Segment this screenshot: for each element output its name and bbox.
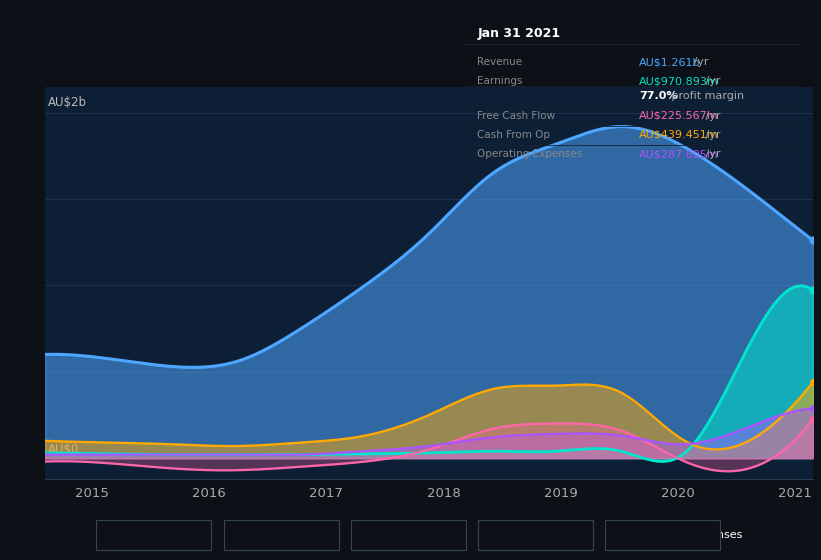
Text: /yr: /yr <box>702 130 720 140</box>
Text: /yr: /yr <box>702 111 720 121</box>
Text: Earnings: Earnings <box>248 530 297 540</box>
Text: Operating Expenses: Operating Expenses <box>631 530 742 540</box>
Text: AU$287.605m: AU$287.605m <box>639 150 718 160</box>
Text: ●: ● <box>234 530 243 540</box>
Text: AU$0: AU$0 <box>48 444 79 456</box>
Text: ●: ● <box>361 530 370 540</box>
Text: AU$2b: AU$2b <box>48 96 86 109</box>
Text: AU$970.893m: AU$970.893m <box>639 76 718 86</box>
Text: /yr: /yr <box>702 150 720 160</box>
Text: Free Cash Flow: Free Cash Flow <box>376 530 459 540</box>
Text: Revenue: Revenue <box>122 530 170 540</box>
Text: profit margin: profit margin <box>667 91 744 101</box>
Text: AU$1.261b: AU$1.261b <box>639 57 700 67</box>
Text: Cash From Op: Cash From Op <box>502 530 580 540</box>
Text: Revenue: Revenue <box>477 57 522 67</box>
Text: ●: ● <box>616 530 625 540</box>
Text: AU$439.451m: AU$439.451m <box>639 130 718 140</box>
Text: AU$225.567m: AU$225.567m <box>639 111 718 121</box>
Text: ●: ● <box>488 530 498 540</box>
Text: Jan 31 2021: Jan 31 2021 <box>477 27 561 40</box>
Text: Operating Expenses: Operating Expenses <box>477 150 583 160</box>
Text: Free Cash Flow: Free Cash Flow <box>477 111 556 121</box>
Text: /yr: /yr <box>690 57 709 67</box>
Text: 77.0%: 77.0% <box>639 91 677 101</box>
Text: ●: ● <box>107 530 116 540</box>
Text: Earnings: Earnings <box>477 76 523 86</box>
Text: Cash From Op: Cash From Op <box>477 130 550 140</box>
Text: /yr: /yr <box>702 76 720 86</box>
